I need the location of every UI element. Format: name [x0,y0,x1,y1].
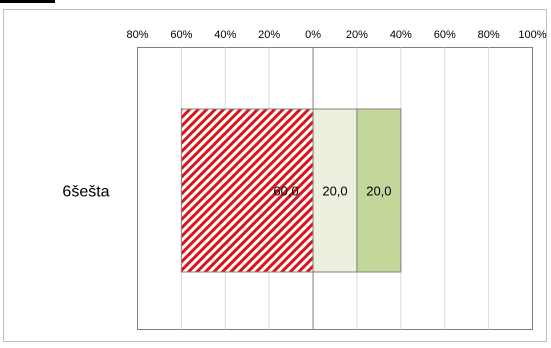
data-labels: 60,0 20,0 20,0 [273,184,391,199]
x-tick-label: 60% [170,29,192,41]
bar-segment-3 [356,108,402,273]
data-label-2: 20,0 [322,184,347,199]
x-tick-label: 20% [346,29,368,41]
bar-segment-2 [312,108,358,273]
chart-area-border [3,9,547,342]
x-tick-label: 80% [126,29,148,41]
x-tick-labels: 80% 60% 40% 20% 0% 20% 40% 60% 80% 100% [126,29,546,41]
data-label-3: 20,0 [366,184,391,199]
x-tick-label: 100% [518,29,546,41]
x-tick-label: 60% [434,29,456,41]
plot-area-border [137,47,533,330]
category-label: 6šešta [62,184,109,201]
x-tick-label: 40% [214,29,236,41]
x-tick-label: 20% [258,29,280,41]
bar-segment-1 [180,108,314,273]
data-label-1: 60,0 [273,184,298,199]
category-labels: 6šešta [62,184,109,201]
x-tick-label: 40% [390,29,412,41]
bars [180,108,402,273]
x-tick-label: 0% [305,29,321,41]
x-tick-label: 80% [478,29,500,41]
clipped-title-fragment [0,0,55,3]
